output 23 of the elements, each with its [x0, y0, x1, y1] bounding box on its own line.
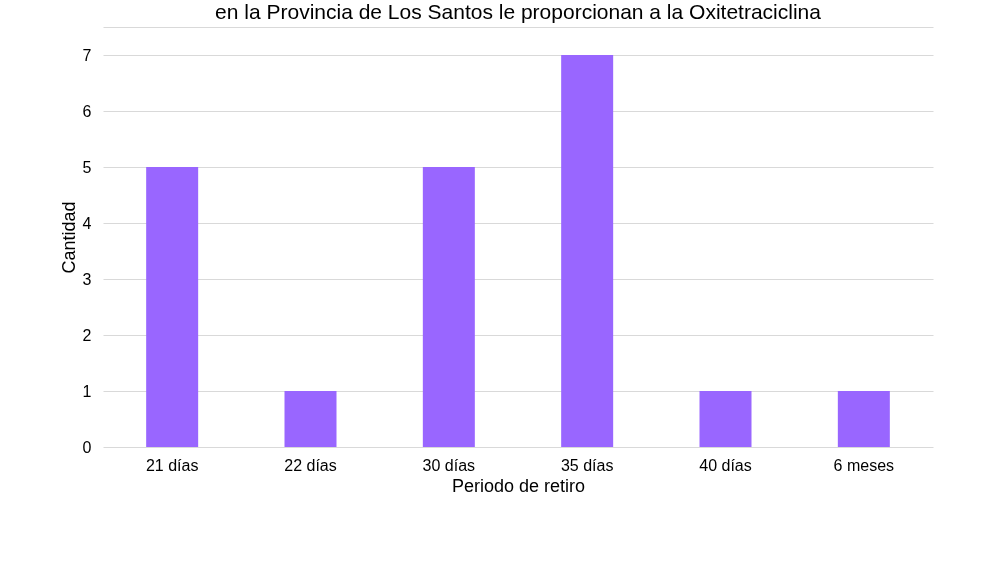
- y-tick-label: 5: [82, 158, 92, 176]
- y-tick-label: 4: [82, 214, 92, 232]
- x-tick-label: 35 días: [560, 456, 614, 474]
- bar: [561, 55, 614, 447]
- chart-title: en la Provincia de Los Santos le proporcionan a la Oxitetraciclina: [215, 0, 822, 23]
- x-tick-label: 21 días: [145, 456, 199, 474]
- y-axis-title: Cantidad: [58, 201, 79, 274]
- y-tick-label: 1: [82, 382, 92, 400]
- y-tick-label: 7: [82, 46, 92, 64]
- y-tick-label: 6: [82, 102, 92, 120]
- y-tick-label: 3: [82, 270, 92, 288]
- bar: [837, 391, 890, 447]
- bar: [146, 167, 199, 447]
- x-tick-label: 40 días: [699, 456, 752, 474]
- x-tick-label: 30 días: [422, 456, 476, 474]
- bar: [284, 391, 337, 447]
- x-tick-label: 6 meses: [833, 456, 895, 474]
- y-tick-label: 0: [82, 438, 92, 456]
- bar: [422, 167, 475, 447]
- bar: [699, 391, 752, 447]
- y-tick-label: 2: [82, 326, 92, 344]
- x-tick-label: 22 días: [284, 456, 337, 474]
- x-axis-title: Periodo de retiro: [451, 475, 586, 496]
